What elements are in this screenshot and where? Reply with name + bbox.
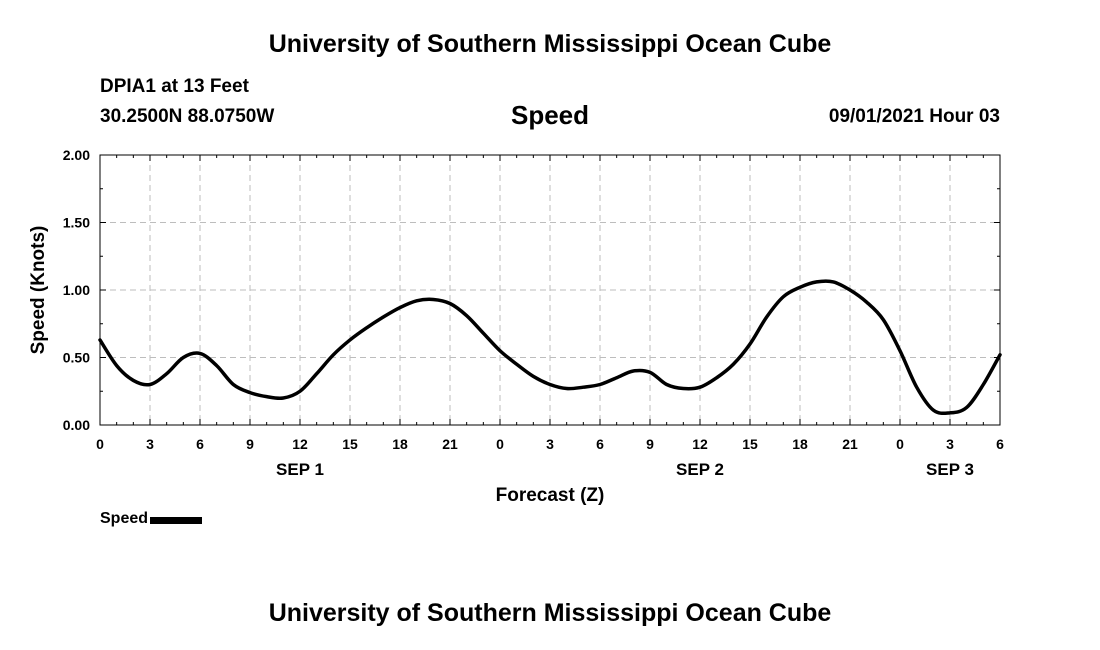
y-tick-label: 0.50 [63, 350, 90, 366]
x-tick-label: 6 [196, 436, 204, 452]
x-tick-label: 18 [392, 436, 408, 452]
x-tick-label: 0 [496, 436, 504, 452]
x-tick-label: 6 [996, 436, 1004, 452]
y-tick-label: 0.00 [63, 417, 90, 433]
y-tick-label: 1.00 [63, 282, 90, 298]
x-tick-label: 18 [792, 436, 808, 452]
x-tick-label: 15 [742, 436, 758, 452]
station-label: DPIA1 at 13 Feet [100, 76, 249, 97]
y-tick-label: 2.00 [63, 147, 90, 163]
x-tick-label: 12 [692, 436, 708, 452]
footer-title: University of Southern Mississippi Ocean… [268, 599, 832, 627]
x-axis-label: Forecast (Z) [496, 485, 605, 506]
legend-swatch [150, 516, 203, 524]
series-line-speed [98, 279, 1002, 416]
x-tick-label: 15 [342, 436, 358, 452]
forecast-datetime: 09/01/2021 Hour 03 [828, 106, 1000, 127]
station-coordinates: 30.2500N 88.0750W [100, 106, 275, 127]
x-tick-label: 0 [96, 436, 104, 452]
x-tick-label: 6 [596, 436, 604, 452]
page-title: University of Southern Mississippi Ocean… [268, 30, 832, 58]
y-tick-label: 1.50 [63, 215, 90, 231]
x-tick-label: 21 [442, 436, 458, 452]
chart-title: Speed [510, 100, 590, 130]
date-label: SEP 2 [676, 460, 724, 479]
x-tick-label: 3 [546, 436, 554, 452]
x-tick-label: 9 [246, 436, 254, 452]
date-label: SEP 1 [276, 460, 324, 479]
legend-label: Speed [100, 510, 149, 527]
y-axis-label: Speed (Knots) [28, 226, 49, 355]
x-tick-label: 9 [646, 436, 654, 452]
x-tick-label: 12 [292, 436, 308, 452]
date-label: SEP 3 [926, 460, 974, 479]
x-tick-label: 3 [946, 436, 954, 452]
x-tick-label: 0 [896, 436, 904, 452]
x-tick-label: 21 [842, 436, 858, 452]
x-tick-label: 3 [146, 436, 154, 452]
legend: Speed [100, 510, 203, 528]
